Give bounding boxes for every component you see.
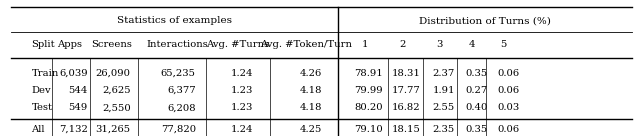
Text: Interactions: Interactions xyxy=(146,40,208,49)
Text: 16.82: 16.82 xyxy=(392,103,420,112)
Text: 7,132: 7,132 xyxy=(59,125,88,134)
Text: 31,265: 31,265 xyxy=(95,125,131,134)
Text: 6,377: 6,377 xyxy=(167,86,196,95)
Text: 1.23: 1.23 xyxy=(230,103,253,112)
Text: Train: Train xyxy=(31,69,59,78)
Text: 4.25: 4.25 xyxy=(300,125,322,134)
Text: 4: 4 xyxy=(468,40,475,49)
Text: All: All xyxy=(31,125,45,134)
Text: Statistics of examples: Statistics of examples xyxy=(117,16,232,25)
Text: 1.91: 1.91 xyxy=(433,86,455,95)
Text: 3: 3 xyxy=(436,40,442,49)
Text: 1: 1 xyxy=(362,40,369,49)
Text: 80.20: 80.20 xyxy=(354,103,383,112)
Text: 0.06: 0.06 xyxy=(497,125,520,134)
Text: 6,208: 6,208 xyxy=(167,103,196,112)
Text: 0.03: 0.03 xyxy=(497,103,520,112)
Text: 2.55: 2.55 xyxy=(433,103,455,112)
Text: 0.06: 0.06 xyxy=(497,69,520,78)
Text: 6,039: 6,039 xyxy=(60,69,88,78)
Text: Apps: Apps xyxy=(56,40,82,49)
Text: 79.10: 79.10 xyxy=(354,125,383,134)
Text: Test: Test xyxy=(31,103,52,112)
Text: 4.18: 4.18 xyxy=(300,103,322,112)
Text: Avg. #Turns: Avg. #Turns xyxy=(205,40,269,49)
Text: Split: Split xyxy=(31,40,55,49)
Text: Screens: Screens xyxy=(92,40,132,49)
Text: 0.06: 0.06 xyxy=(497,86,520,95)
Text: 2,550: 2,550 xyxy=(102,103,131,112)
Text: 0.35: 0.35 xyxy=(465,125,488,134)
Text: 17.77: 17.77 xyxy=(392,86,420,95)
Text: 26,090: 26,090 xyxy=(95,69,131,78)
Text: 0.35: 0.35 xyxy=(465,69,488,78)
Text: 4.18: 4.18 xyxy=(300,86,322,95)
Text: 0.40: 0.40 xyxy=(465,103,488,112)
Text: 78.91: 78.91 xyxy=(354,69,383,78)
Text: Avg. #Token/Turn: Avg. #Token/Turn xyxy=(260,40,352,49)
Text: 549: 549 xyxy=(68,103,88,112)
Text: 18.31: 18.31 xyxy=(392,69,420,78)
Text: 18.15: 18.15 xyxy=(392,125,420,134)
Text: 4.26: 4.26 xyxy=(300,69,322,78)
Text: 544: 544 xyxy=(68,86,88,95)
Text: 2,625: 2,625 xyxy=(102,86,131,95)
Text: 2.35: 2.35 xyxy=(433,125,455,134)
Text: Distribution of Turns (%): Distribution of Turns (%) xyxy=(419,16,551,25)
Text: 1.24: 1.24 xyxy=(230,69,253,78)
Text: 65,235: 65,235 xyxy=(161,69,196,78)
Text: 77,820: 77,820 xyxy=(161,125,196,134)
Text: 0.27: 0.27 xyxy=(465,86,488,95)
Text: 1.23: 1.23 xyxy=(230,86,253,95)
Text: 1.24: 1.24 xyxy=(230,125,253,134)
Text: Dev: Dev xyxy=(31,86,51,95)
Text: 2: 2 xyxy=(399,40,406,49)
Text: 5: 5 xyxy=(500,40,507,49)
Text: 2.37: 2.37 xyxy=(433,69,455,78)
Text: 79.99: 79.99 xyxy=(354,86,383,95)
